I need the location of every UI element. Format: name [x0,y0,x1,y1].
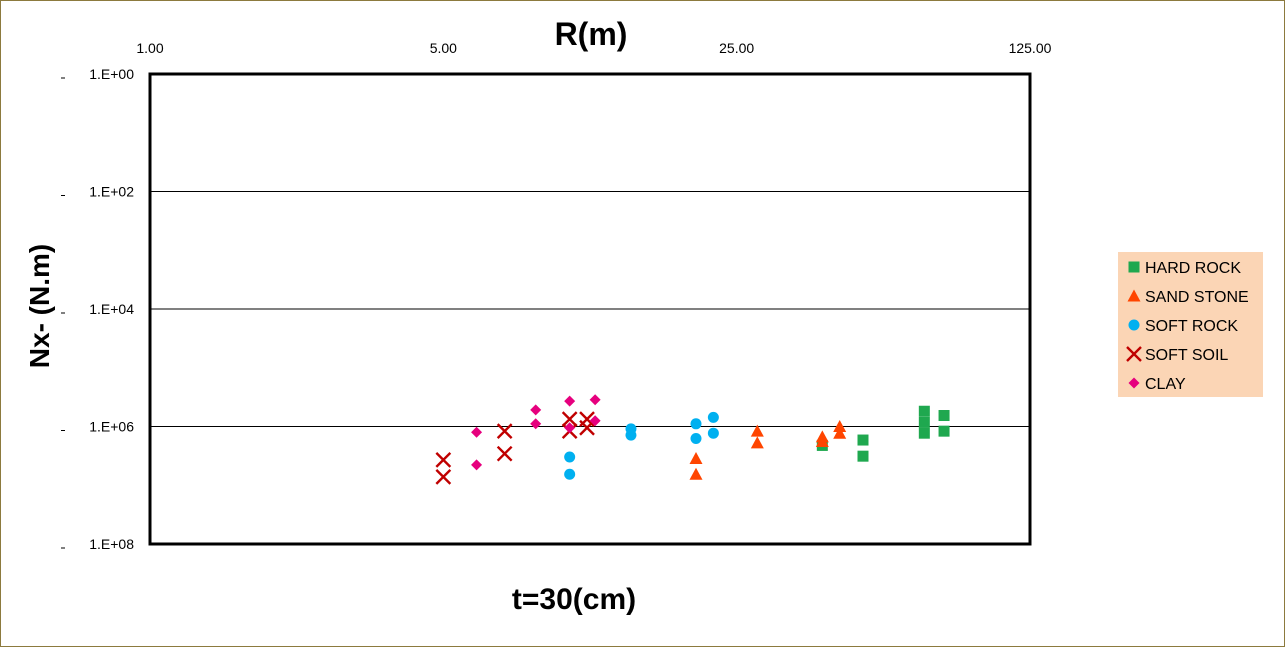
legend-marker-soft-soil [1126,346,1142,362]
data-point-soft-soil [579,419,595,436]
data-point-clay [589,394,601,406]
legend-box [1118,252,1263,397]
chart-title: R(m) [555,16,628,52]
legend-marker-sand-stone [1127,289,1141,302]
legend-marker-clay [1128,377,1140,389]
data-point-sand-stone [689,467,703,480]
legend-label-soft-rock: SOFT ROCK [1145,318,1238,335]
data-point-hard-rock [857,434,869,446]
data-point-sand-stone [750,424,764,437]
data-point-clay [530,418,542,430]
legend-item-hard-rock: HARD ROCK [1128,260,1241,277]
legend-label-soft-soil: SOFT SOIL [1145,347,1228,364]
data-point-sand-stone [833,426,847,439]
x-tick-label: 125.00 [1009,40,1052,56]
data-point-hard-rock [918,416,930,428]
plot-area [148,72,1032,546]
data-point-soft-soil [496,423,513,440]
x-tick-label: 5.00 [430,40,457,56]
x-tick-label: 25.00 [719,40,754,56]
series-sand-stone [689,420,847,480]
data-point-soft-soil [435,452,452,468]
x-tick-label: 1.00 [136,40,163,56]
legend-label-hard-rock: HARD ROCK [1145,260,1241,277]
data-point-sand-stone [833,420,847,432]
data-point-sand-stone [689,451,703,464]
data-point-hard-rock [918,427,930,439]
data-point-hard-rock [918,405,930,417]
bottom-caption: t=30(cm) [512,583,636,616]
y-tick-label: 1.E+06 [89,419,134,435]
data-point-soft-rock [707,427,719,439]
y-tick-label: 1.E+02 [89,184,134,200]
series-soft-rock [564,411,719,480]
y-tick-label: 1.E+08 [89,536,134,552]
legend-marker-soft-rock [1128,319,1140,331]
legend-item-soft-soil: SOFT SOIL [1126,346,1228,364]
data-point-soft-soil [435,469,452,485]
data-point-hard-rock [857,450,869,462]
legend-label-sand-stone: SAND STONE [1145,289,1249,306]
data-point-clay [564,422,576,434]
data-point-clay [471,459,483,471]
data-point-soft-rock [690,418,702,430]
data-point-hard-rock [938,425,950,437]
data-point-soft-rock [707,411,719,423]
legend-item-clay: CLAY [1128,376,1186,393]
gridlines [150,191,1030,427]
data-point-sand-stone [750,436,764,449]
legend-item-sand-stone: SAND STONE [1127,289,1249,306]
data-points [435,394,950,485]
data-point-clay [471,426,483,438]
data-point-soft-rock [564,451,576,463]
data-point-clay [530,404,542,416]
y-axis-title: Nx- (N.m) [24,244,55,368]
y-tick-label: 1.E+00 [89,66,134,82]
data-point-soft-rock [625,423,637,435]
y-tick-labels: 1.E+00 1.E+02 1.E+04 1.E+06 1.E+08 [61,66,134,552]
y-tick-label: 1.E+04 [89,301,134,317]
legend: HARD ROCK SAND STONE SOFT ROCK SOFT SOIL CLA… [1118,252,1263,397]
data-point-clay [564,395,576,407]
data-point-soft-soil [561,411,578,428]
legend-items: HARD ROCK SAND STONE SOFT ROCK SOFT SOIL CLA… [1126,260,1249,393]
x-tick-labels: 1.00 5.00 25.00 125.00 [136,40,1051,56]
legend-item-soft-rock: SOFT ROCK [1128,318,1238,335]
legend-marker-hard-rock [1128,261,1140,273]
data-point-clay [589,415,601,427]
legend-label-clay: CLAY [1145,376,1186,393]
data-point-sand-stone [815,430,829,443]
series-clay [471,394,601,471]
data-point-hard-rock [938,410,950,422]
data-point-soft-rock [564,468,576,480]
data-point-soft-soil [496,445,513,462]
data-point-soft-rock [690,432,702,444]
